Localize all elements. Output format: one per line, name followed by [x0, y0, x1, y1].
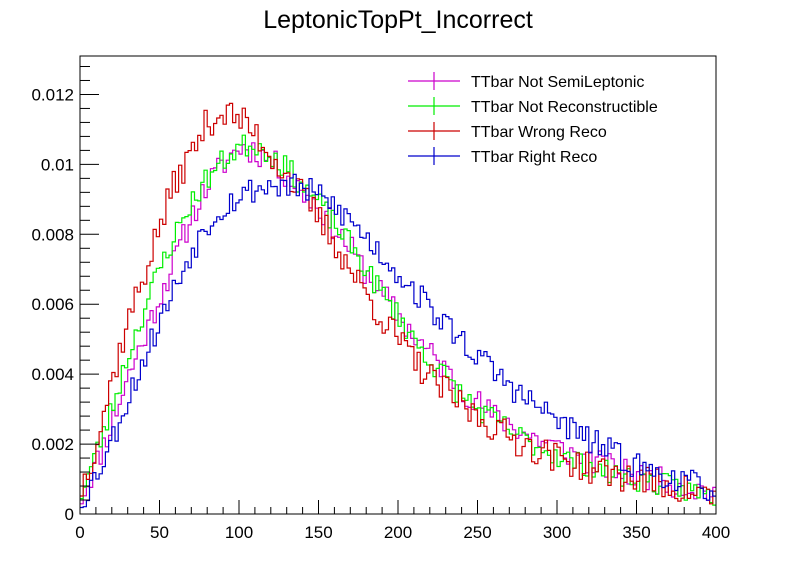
y-tick-label: 0.01: [41, 155, 74, 174]
y-tick-label: 0.012: [31, 85, 74, 104]
x-tick-label: 100: [225, 523, 253, 542]
axes-layer: 0 50 100 150 200 250 300 350 400 0 0.002 0.004 0.006…: [31, 65, 730, 542]
legend-entry: TTbar Not Reconstructible: [408, 97, 658, 116]
x-tick-label: 350: [622, 523, 650, 542]
x-tick-label: 0: [75, 523, 84, 542]
legend-entry: TTbar Wrong Reco: [408, 122, 607, 141]
y-tick-label: 0.004: [31, 365, 74, 384]
y-tick-label: 0.008: [31, 225, 74, 244]
legend-entries: TTbar Not SemiLeptonic TTbar Not Reconstr…: [408, 72, 658, 166]
legend-entry: TTbar Not SemiLeptonic: [408, 72, 644, 91]
series-line-3: [80, 173, 716, 509]
y-tick-label: 0.002: [31, 435, 74, 454]
x-tick-label: 250: [463, 523, 491, 542]
legend-entry: TTbar Right Reco: [408, 147, 597, 166]
x-tick-label: 300: [543, 523, 571, 542]
chart-title: LeptonicTopPt_Incorrect: [263, 6, 533, 34]
series-line-2: [80, 102, 716, 505]
legend-label: TTbar Not SemiLeptonic: [471, 74, 644, 91]
x-tick-label: 200: [384, 523, 412, 542]
x-tick-label: 400: [702, 523, 730, 542]
x-tick-label: 150: [304, 523, 332, 542]
x-tick-label: 50: [150, 523, 169, 542]
legend-label: TTbar Right Reco: [471, 149, 597, 166]
series-line-1: [80, 134, 716, 506]
series-layer: [80, 102, 716, 509]
legend-label: TTbar Wrong Reco: [471, 124, 607, 141]
legend-label: TTbar Not Reconstructible: [471, 99, 658, 116]
legend: TTbar Not SemiLeptonic TTbar Not Reconstr…: [408, 72, 658, 166]
y-tick-label: 0: [65, 505, 74, 524]
y-tick-label: 0.006: [31, 295, 74, 314]
